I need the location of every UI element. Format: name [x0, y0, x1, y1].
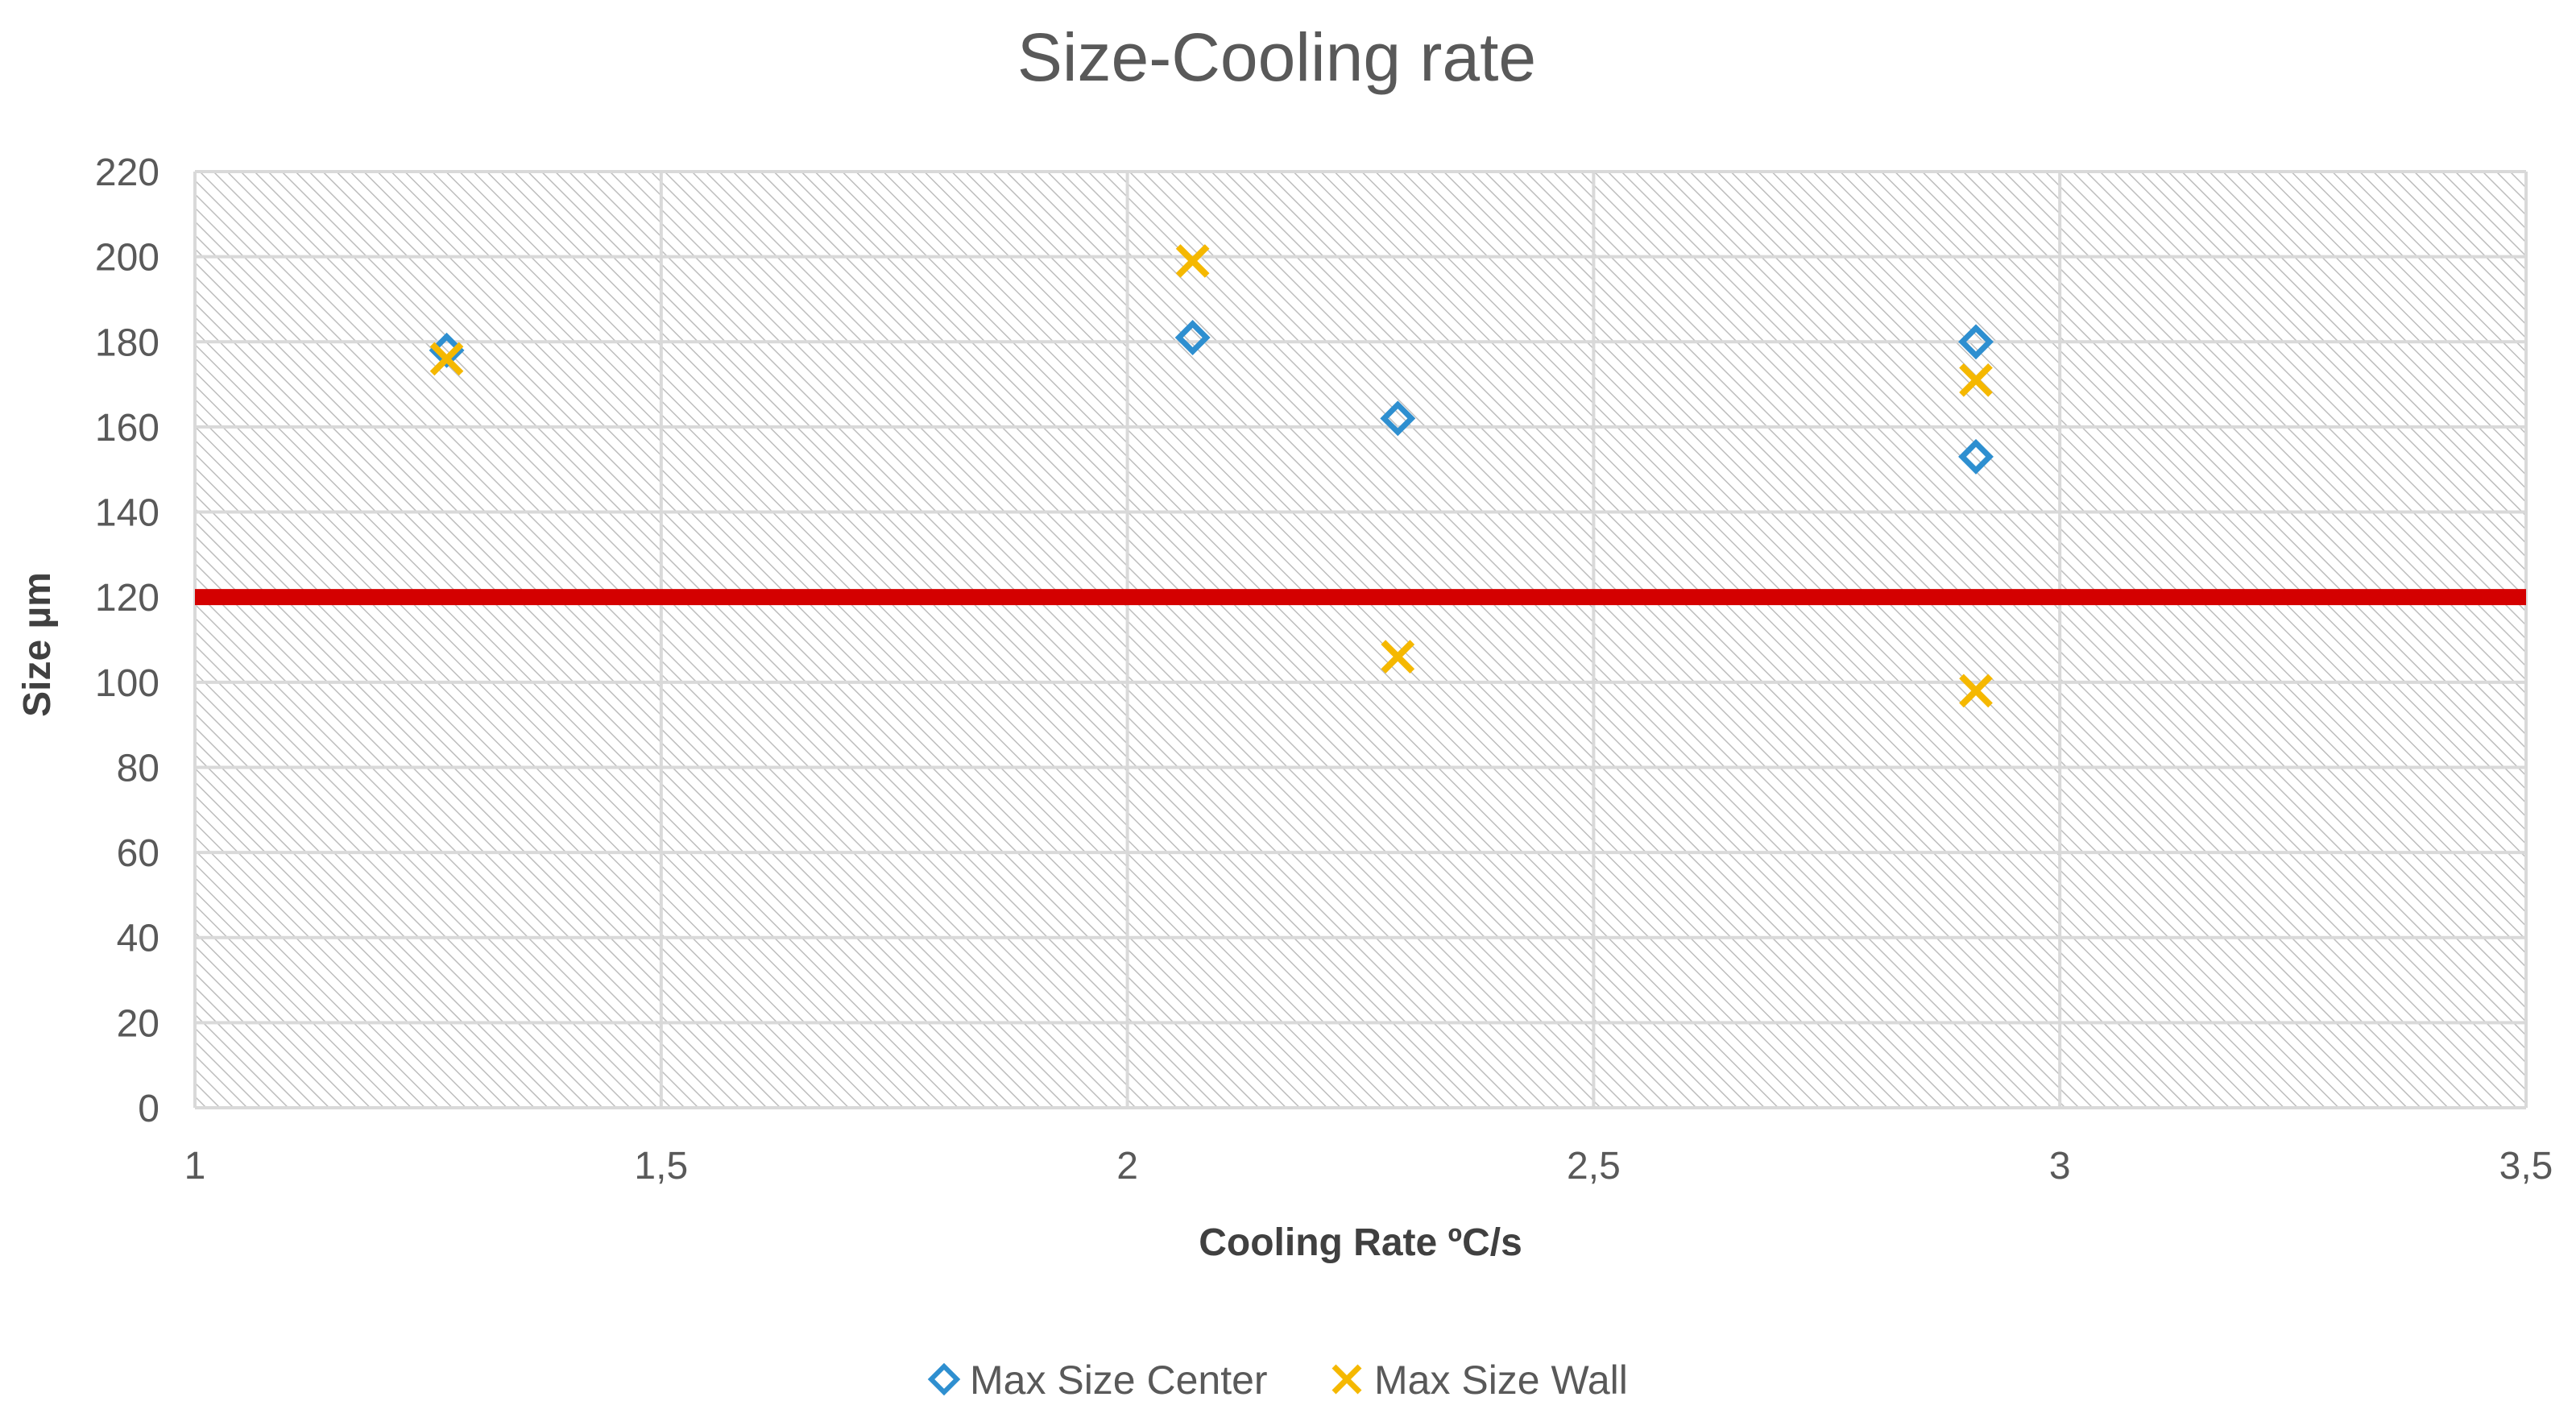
x-axis-title: Cooling Rate ºC/s [1199, 1221, 1522, 1264]
legend-item-max-size-center: Max Size Center [927, 1358, 1268, 1403]
y-tick-label: 200 [95, 237, 159, 280]
legend-item-max-size-wall: Max Size Wall [1331, 1358, 1628, 1403]
y-tick-label: 120 [95, 577, 159, 620]
chart-title: Size-Cooling rate [1017, 19, 1536, 95]
y-tick-label: 180 [95, 321, 159, 364]
y-tick-label: 60 [117, 832, 159, 875]
y-tick-label: 40 [117, 918, 159, 960]
legend-diamond-icon [927, 1362, 961, 1396]
point-max-size-center [1958, 324, 1994, 360]
legend-label-center: Max Size Center [970, 1358, 1268, 1403]
point-max-size-wall [429, 342, 464, 376]
point-max-size-center [1380, 400, 1416, 437]
y-axis-ticks: 0 20 40 60 80 100 120 140 160 180 200 220 [95, 151, 159, 1130]
y-tick-label: 160 [95, 407, 159, 450]
x-tick-label: 3 [2049, 1145, 2071, 1188]
point-max-size-center [1174, 320, 1211, 355]
y-axis-title: Size µm [16, 572, 59, 717]
legend-x-icon [1331, 1364, 1362, 1395]
x-tick-label: 1 [184, 1145, 206, 1188]
x-axis-ticks: 1 1,5 2 2,5 3 3,5 [184, 1145, 2553, 1188]
point-max-size-center [1958, 438, 1994, 475]
legend-label-wall: Max Size Wall [1374, 1358, 1628, 1403]
point-max-size-wall [1959, 363, 1993, 397]
x-tick-label: 3,5 [2499, 1145, 2553, 1188]
y-tick-label: 0 [138, 1088, 159, 1130]
x-tick-label: 1,5 [634, 1145, 688, 1188]
point-max-size-wall [1175, 244, 1210, 278]
data-points [429, 244, 1994, 708]
plot-area [195, 172, 2526, 1108]
y-tick-label: 20 [117, 1002, 159, 1045]
x-tick-label: 2 [1116, 1145, 1138, 1188]
point-max-size-wall [1381, 640, 1415, 674]
point-max-size-wall [1959, 674, 1993, 708]
gridlines [193, 170, 2528, 1109]
y-tick-label: 220 [95, 151, 159, 194]
y-tick-label: 80 [117, 747, 159, 790]
y-tick-label: 100 [95, 662, 159, 705]
x-tick-label: 2,5 [1567, 1145, 1621, 1188]
y-tick-label: 140 [95, 492, 159, 535]
legend: Max Size Center Max Size Wall [927, 1358, 1628, 1403]
